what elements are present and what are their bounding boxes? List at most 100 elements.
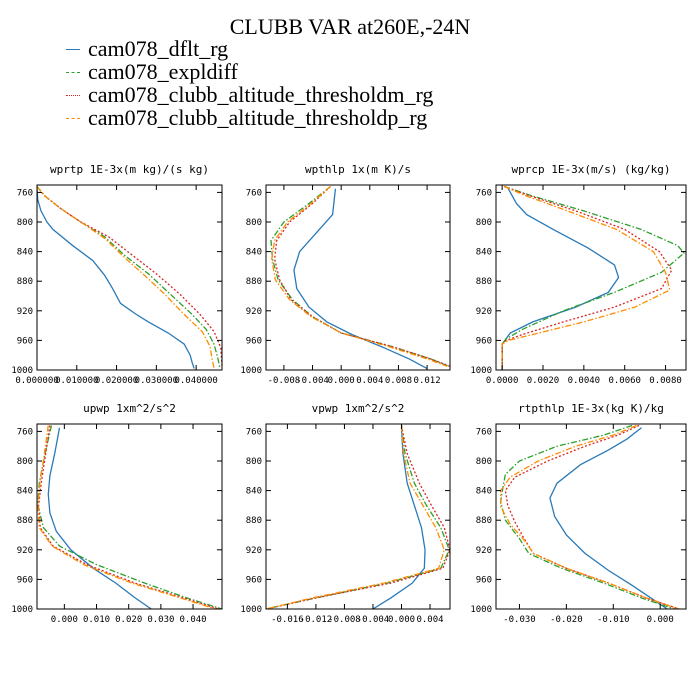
y-tick-label: 1000 <box>470 366 492 376</box>
series-line-3 <box>271 185 448 367</box>
series-line-1 <box>37 425 222 609</box>
y-tick-label: 920 <box>476 307 492 317</box>
y-tick-label: 840 <box>246 248 262 258</box>
x-tick-label: 0.000 <box>647 615 674 625</box>
y-tick-label: 880 <box>17 516 33 526</box>
y-tick-label: 800 <box>476 457 492 467</box>
y-tick-label: 840 <box>17 487 33 497</box>
y-tick-label: 760 <box>476 188 492 198</box>
x-tick-label: 0.012 <box>414 376 441 386</box>
x-tick-label: -0.020 <box>550 615 583 625</box>
series-line-3 <box>500 424 680 609</box>
y-tick-label: 920 <box>246 307 262 317</box>
x-tick-label: 0.010000 <box>55 376 98 386</box>
x-tick-label: 0.040 <box>179 615 206 625</box>
figure-title: CLUBB VAR at260E,-24N <box>229 14 471 39</box>
legend-item-thresholdp: cam078_clubb_altitude_thresholdp_rg <box>66 106 433 129</box>
y-tick-label: 1000 <box>240 605 262 615</box>
panel-2: wprcp 1E-3x(m/s) (kg/kg) 760 800 840 880 920 9… <box>470 163 687 386</box>
x-tick-label: 0.0000 <box>486 376 519 386</box>
y-tick-label: 880 <box>17 277 33 287</box>
series-line-2 <box>273 186 450 367</box>
x-tick-label: -0.004 <box>296 376 329 386</box>
series-line-2 <box>37 186 222 367</box>
y-tick-label: 840 <box>17 248 33 258</box>
legend-item-thresholdm: cam078_clubb_altitude_thresholdm_rg <box>66 83 433 106</box>
x-tick-label: 0.030000 <box>135 376 178 386</box>
legend-swatch-expldiff <box>66 72 80 73</box>
series-line-2 <box>37 425 219 609</box>
plot-frame <box>495 184 687 371</box>
plot-frame <box>36 184 223 371</box>
panel-title: rtpthlp 1E-3x(kg K)/kg <box>518 402 664 415</box>
legend-label-thresholdp: cam078_clubb_altitude_thresholdp_rg <box>88 105 428 130</box>
y-tick-label: 880 <box>476 516 492 526</box>
legend-swatch-dflt <box>66 49 80 50</box>
y-tick-label: 1000 <box>470 605 492 615</box>
y-tick-label: 800 <box>476 218 492 228</box>
y-tick-label: 960 <box>246 575 262 585</box>
y-tick-label: 1000 <box>240 366 262 376</box>
series-line-0 <box>293 188 428 370</box>
series-line-1 <box>500 424 675 609</box>
series-line-0 <box>47 427 152 609</box>
y-tick-label: 840 <box>246 487 262 497</box>
series-line-3 <box>501 185 671 370</box>
series-line-0 <box>549 427 668 609</box>
y-tick-label: 920 <box>17 546 33 556</box>
panel-1: wpthlp 1x(m K)/s 760 800 840 880 920 960 1000 -0… <box>240 163 451 386</box>
series-line-1 <box>37 186 221 369</box>
y-tick-label: 760 <box>246 427 262 437</box>
x-tick-label: -0.016 <box>271 615 304 625</box>
plot-frame <box>495 423 687 610</box>
x-tick-label: 0.0020 <box>527 376 560 386</box>
legend-item-dflt: cam078_dflt_rg <box>66 37 433 60</box>
series-line-3 <box>37 425 216 609</box>
y-tick-label: 800 <box>17 457 33 467</box>
panel-0: wprtp 1E-3x(m kg)/(s kg) 760 800 840 880 920 9… <box>11 163 223 386</box>
panel-title: vpwp 1xm^2/s^2 <box>312 402 405 415</box>
series-line-3 <box>266 425 445 609</box>
panel-title: wprcp 1E-3x(m/s) (kg/kg) <box>512 163 671 176</box>
y-tick-label: 880 <box>476 277 492 287</box>
legend-item-expldiff: cam078_expldiff <box>66 60 433 83</box>
legend-label-thresholdm: cam078_clubb_altitude_thresholdm_rg <box>88 82 434 107</box>
y-tick-label: 920 <box>17 307 33 317</box>
x-tick-label: 0.0060 <box>608 376 641 386</box>
x-tick-label: 0.010 <box>83 615 110 625</box>
y-tick-label: 840 <box>476 487 492 497</box>
x-tick-label: -0.008 <box>268 376 301 386</box>
y-tick-label: 760 <box>17 427 33 437</box>
plot-frame <box>265 184 451 371</box>
x-tick-label: -0.004 <box>357 615 390 625</box>
y-tick-label: 760 <box>17 188 33 198</box>
x-tick-label: -0.012 <box>300 615 333 625</box>
series-line-0 <box>37 188 195 369</box>
y-tick-label: 960 <box>17 336 33 346</box>
x-tick-label: 0.030 <box>147 615 174 625</box>
series-line-2 <box>504 424 680 609</box>
plot-frame <box>265 423 451 610</box>
y-tick-label: 960 <box>476 575 492 585</box>
series-line-2 <box>266 425 450 609</box>
y-tick-label: 760 <box>246 188 262 198</box>
panel-3: upwp 1xm^2/s^2 760 800 840 880 920 960 1000 0.00… <box>11 402 223 625</box>
y-tick-label: 800 <box>17 218 33 228</box>
x-tick-label: 0.004 <box>416 615 443 625</box>
y-tick-label: 960 <box>246 336 262 346</box>
x-tick-label: 0.0040 <box>568 376 601 386</box>
x-tick-label: -0.010 <box>597 615 630 625</box>
panel-4: vpwp 1xm^2/s^2 760 800 840 880 920 960 1000 -0.0… <box>240 402 451 625</box>
panel-title: wpthlp 1x(m K)/s <box>305 163 411 176</box>
legend-label-dflt: cam078_dflt_rg <box>88 36 229 61</box>
legend: cam078_dflt_rg cam078_expldiff cam078_cl… <box>66 37 433 129</box>
x-tick-label: 0.000 <box>388 615 415 625</box>
x-tick-label: 0.008 <box>385 376 412 386</box>
series-line-3 <box>37 186 215 369</box>
y-tick-label: 920 <box>476 546 492 556</box>
x-tick-label: 0.004 <box>356 376 383 386</box>
x-tick-label: 0.0080 <box>649 376 682 386</box>
y-tick-label: 840 <box>476 248 492 258</box>
x-tick-label: -0.008 <box>328 615 361 625</box>
